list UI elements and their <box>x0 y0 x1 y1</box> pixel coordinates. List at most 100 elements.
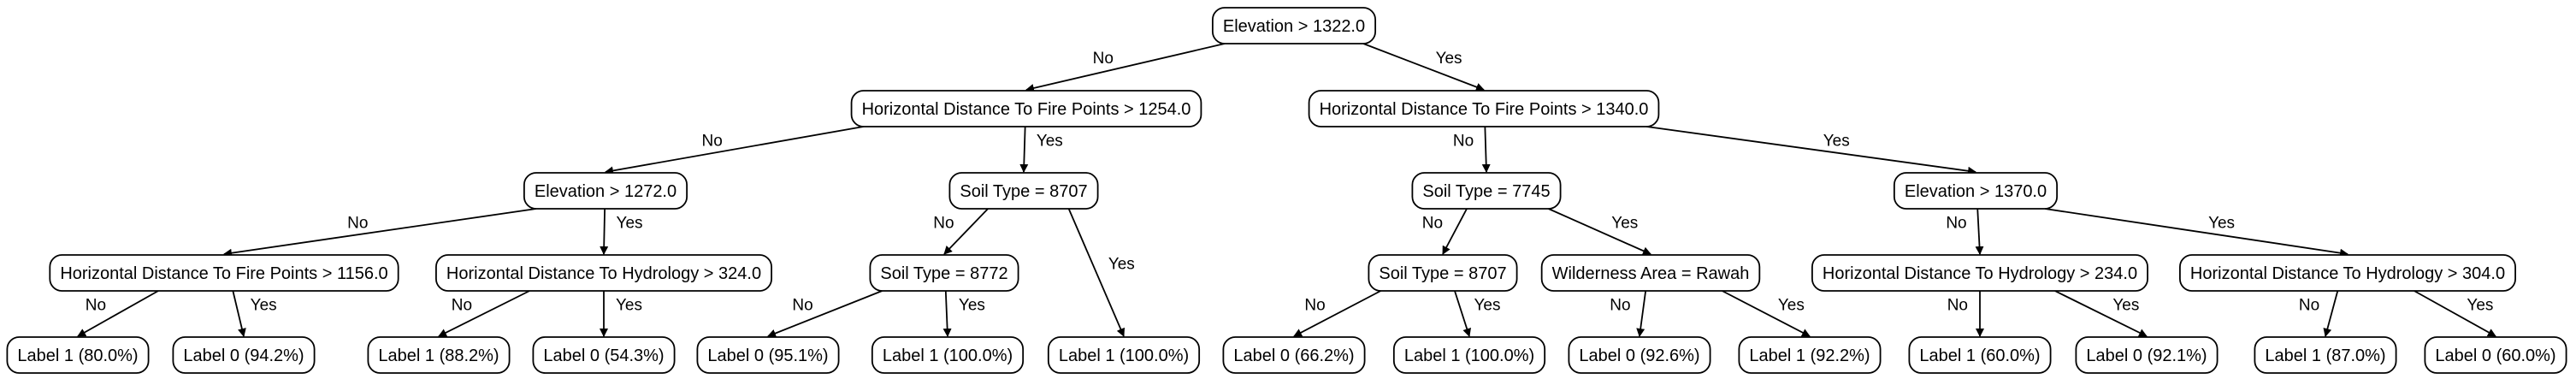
leaf-node-box <box>2075 336 2219 374</box>
edge-label-yes: Yes <box>1037 133 1063 151</box>
leaf-node-box <box>2254 336 2397 374</box>
edge-label-no: No <box>933 215 954 233</box>
decision-node-label: Wilderness Area = Rawah <box>1552 264 1750 283</box>
decision-node: Elevation > 1322.0 <box>1211 7 1377 44</box>
edge-arrow <box>942 290 952 337</box>
leaf-node-label: Label 1 (100.0%) <box>1059 346 1189 365</box>
leaf-node-box <box>367 336 511 374</box>
edge-arrow <box>600 208 609 255</box>
decision-node-box <box>523 172 688 210</box>
decision-node: Horizontal Distance To Fire Points > 115… <box>49 254 399 292</box>
edge-label-no: No <box>2299 297 2319 315</box>
edge-arrow <box>2414 290 2496 337</box>
leaf-node-box <box>696 336 840 374</box>
edge-label-no: No <box>701 133 722 151</box>
decision-node-label: Horizontal Distance To Hydrology > 304.0 <box>2190 264 2505 283</box>
edge-label-no: No <box>347 215 368 233</box>
leaf-node: Label 1 (100.0%) <box>1392 336 1546 374</box>
edge-arrow <box>1975 208 1984 255</box>
leaf-node: Label 0 (66.2%) <box>1222 336 1366 374</box>
edge-label-no: No <box>452 297 472 315</box>
leaf-node-label: Label 0 (94.2%) <box>183 346 304 365</box>
leaf-node-label: Label 1 (87.0%) <box>2265 346 2385 365</box>
leaf-node-label: Label 0 (92.1%) <box>2086 346 2207 365</box>
leaf-node: Label 1 (92.2%) <box>1738 336 1882 374</box>
edge-label-yes: Yes <box>2112 297 2139 315</box>
edge-arrow <box>1722 290 1811 337</box>
decision-node-label: Horizontal Distance To Fire Points > 134… <box>1320 100 1649 119</box>
leaf-node: Label 1 (100.0%) <box>871 336 1025 374</box>
edges-layer: No Yes No Yes No Yes No Yes No Yes No Yes No Yes No Yes… <box>77 43 2496 338</box>
decision-node-box <box>49 254 399 292</box>
edge-arrow <box>1636 290 1647 337</box>
edge-label-yes: Yes <box>1778 297 1805 315</box>
leaf-node-box <box>6 336 150 374</box>
edge-label-no: No <box>1947 297 1968 315</box>
leaf-node: Label 1 (80.0%) <box>6 336 150 374</box>
decision-node-label: Horizontal Distance To Hydrology > 324.0 <box>446 264 761 283</box>
edge-label-no: No <box>1422 215 1443 233</box>
leaf-node: Label 1 (60.0%) <box>1908 336 2052 374</box>
edge-arrow <box>1293 290 1381 337</box>
decision-node: Horizontal Distance To Fire Points > 125… <box>850 90 1202 127</box>
edge-arrow <box>438 290 530 337</box>
leaf-node-box <box>1738 336 1882 374</box>
edge-arrow <box>1481 126 1491 173</box>
decision-node: Horizontal Distance To Hydrology > 304.0 <box>2179 254 2516 292</box>
edge-label-no: No <box>1453 133 1474 151</box>
edge-arrow <box>77 290 159 337</box>
decision-node-label: Elevation > 1370.0 <box>1905 182 2047 201</box>
decision-node: Soil Type = 8772 <box>869 254 1019 292</box>
edge-label-yes: Yes <box>2208 215 2235 233</box>
leaf-node: Label 0 (95.1%) <box>696 336 840 374</box>
leaf-node-box <box>2424 336 2567 374</box>
edge-label-no: No <box>1946 215 1966 233</box>
edge-arrow <box>1442 208 1468 255</box>
decision-node-box <box>1540 254 1761 292</box>
edge-label-yes: Yes <box>1611 215 1638 233</box>
edge-label-yes: Yes <box>251 297 277 315</box>
edge-arrow <box>1025 43 1226 92</box>
decision-node-label: Elevation > 1322.0 <box>1223 17 1365 36</box>
leaf-node-label: Label 0 (60.0%) <box>2435 346 2555 365</box>
decision-node-box <box>435 254 772 292</box>
leaf-node-label: Label 0 (92.6%) <box>1579 346 1699 365</box>
leaf-node-label: Label 1 (88.2%) <box>378 346 499 365</box>
edge-arrow <box>232 290 246 337</box>
edge-label-yes: Yes <box>1823 133 1850 151</box>
edge-arrow <box>1548 208 1651 255</box>
decision-node-box <box>1368 254 1518 292</box>
decision-node-label: Horizontal Distance To Fire Points > 115… <box>60 264 387 283</box>
edge-label-yes: Yes <box>2467 297 2493 315</box>
edge-label-yes: Yes <box>617 215 643 233</box>
decision-node: Soil Type = 8707 <box>1368 254 1518 292</box>
leaf-node-label: Label 0 (66.2%) <box>1233 346 1354 365</box>
decision-node: Elevation > 1272.0 <box>523 172 688 210</box>
decision-node-box <box>869 254 1019 292</box>
leaf-node-box <box>1908 336 2052 374</box>
leaf-node: Label 1 (87.0%) <box>2254 336 2397 374</box>
decision-node-box <box>1411 172 1562 210</box>
decision-node-box <box>2179 254 2516 292</box>
decision-node: Wilderness Area = Rawah <box>1540 254 1761 292</box>
leaf-node-label: Label 1 (92.2%) <box>1749 346 1870 365</box>
leaf-node: Label 0 (92.1%) <box>2075 336 2219 374</box>
edge-label-yes: Yes <box>959 297 985 315</box>
leaf-node-box <box>1222 336 1366 374</box>
edge-arrow <box>943 208 989 255</box>
leaf-node: Label 0 (54.3%) <box>532 336 676 374</box>
decision-node-label: Soil Type = 8707 <box>960 182 1087 201</box>
leaf-node: Label 0 (92.6%) <box>1568 336 1711 374</box>
decision-node-box <box>948 172 1099 210</box>
edge-arrow <box>605 126 864 175</box>
decision-node: Horizontal Distance To Fire Points > 134… <box>1308 90 1660 127</box>
leaf-node-box <box>871 336 1025 374</box>
edge-label-yes: Yes <box>1474 297 1500 315</box>
leaf-node-label: Label 1 (100.0%) <box>1404 346 1534 365</box>
edge-arrow <box>1454 290 1472 337</box>
leaf-node-label: Label 1 (60.0%) <box>1919 346 2040 365</box>
edge-label-yes: Yes <box>1436 50 1462 68</box>
decision-node-box <box>1308 90 1660 127</box>
edge-label-no: No <box>1610 297 1630 315</box>
edge-label-no: No <box>86 297 106 315</box>
